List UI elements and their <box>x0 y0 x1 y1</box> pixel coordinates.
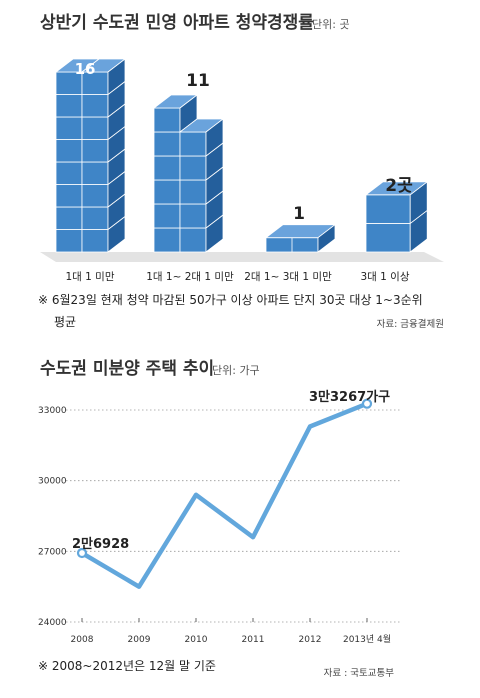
bar-3 <box>264 223 337 253</box>
line-chart-source: 자료 : 국토교통부 <box>324 668 395 679</box>
y-tick-27000: 27000 <box>38 547 67 557</box>
bar-4 <box>364 180 429 253</box>
x-tick-4: 2011 <box>242 635 265 645</box>
bar-chart-note-line1: ※ 6월23일 현재 청약 마감된 50가구 이상 아파트 단지 30곳 대상 … <box>38 292 423 307</box>
category-label-2: 1대 1~ 2대 1 미만 <box>146 271 234 283</box>
x-tick-3: 2010 <box>185 635 208 645</box>
x-tick-2: 2009 <box>128 635 151 645</box>
start-value-label: 2만6928 <box>72 536 129 552</box>
y-tick-30000: 30000 <box>38 477 67 487</box>
x-tick-5: 2012 <box>299 635 322 645</box>
gridlines <box>66 409 400 623</box>
bar-chart: 상반기 수도권 민영 아파트 청약경쟁률 단위: 곳 16 11 1 2곳 1대… <box>38 12 444 330</box>
bars-group <box>54 58 429 253</box>
category-label-4: 3대 1 이상 <box>360 271 409 283</box>
bar-chart-source: 자료: 금융결제원 <box>377 319 444 330</box>
category-label-1: 1대 1 미만 <box>65 271 114 283</box>
bar-chart-note-line2: 평균 <box>54 315 76 329</box>
x-tick-1: 2008 <box>71 635 94 645</box>
y-tick-labels: 24000 27000 30000 33000 <box>38 406 67 628</box>
bar-chart-floor <box>40 252 444 262</box>
data-point-6 <box>361 398 373 409</box>
bar-value-label-2: 11 <box>186 71 210 91</box>
bar-chart-unit: 단위: 곳 <box>312 18 350 31</box>
bar-value-label-4: 2곳 <box>385 176 413 196</box>
bar-1 <box>54 58 127 253</box>
line-chart-unit: 단위: 가구 <box>212 364 260 377</box>
bar-chart-title: 상반기 수도권 민영 아파트 청약경쟁률 <box>40 12 314 33</box>
series-points <box>76 398 373 559</box>
bar-value-label-3: 1 <box>293 204 305 224</box>
line-chart-title: 수도권 미분양 주택 추이 <box>40 359 214 379</box>
series-line <box>79 401 370 589</box>
x-tick-6: 2013년 4월 <box>343 633 391 645</box>
bar-2 <box>152 94 225 253</box>
line-chart: 수도권 미분양 주택 추이 단위: 가구 24000 27000 30000 3300… <box>38 359 400 679</box>
line-chart-note: ※ 2008~2012년은 12월 말 기준 <box>38 659 216 673</box>
category-label-3: 2대 1~ 3대 1 미만 <box>244 271 332 283</box>
y-tick-24000: 24000 <box>38 618 67 628</box>
y-tick-33000: 33000 <box>38 406 67 416</box>
end-value-label: 3만3267가구 <box>309 389 390 405</box>
data-point-1 <box>76 547 88 559</box>
bar-value-label-1: 16 <box>75 60 96 78</box>
x-tick-labels: 2008 2009 2010 2011 2012 2013년 4월 <box>71 618 391 645</box>
